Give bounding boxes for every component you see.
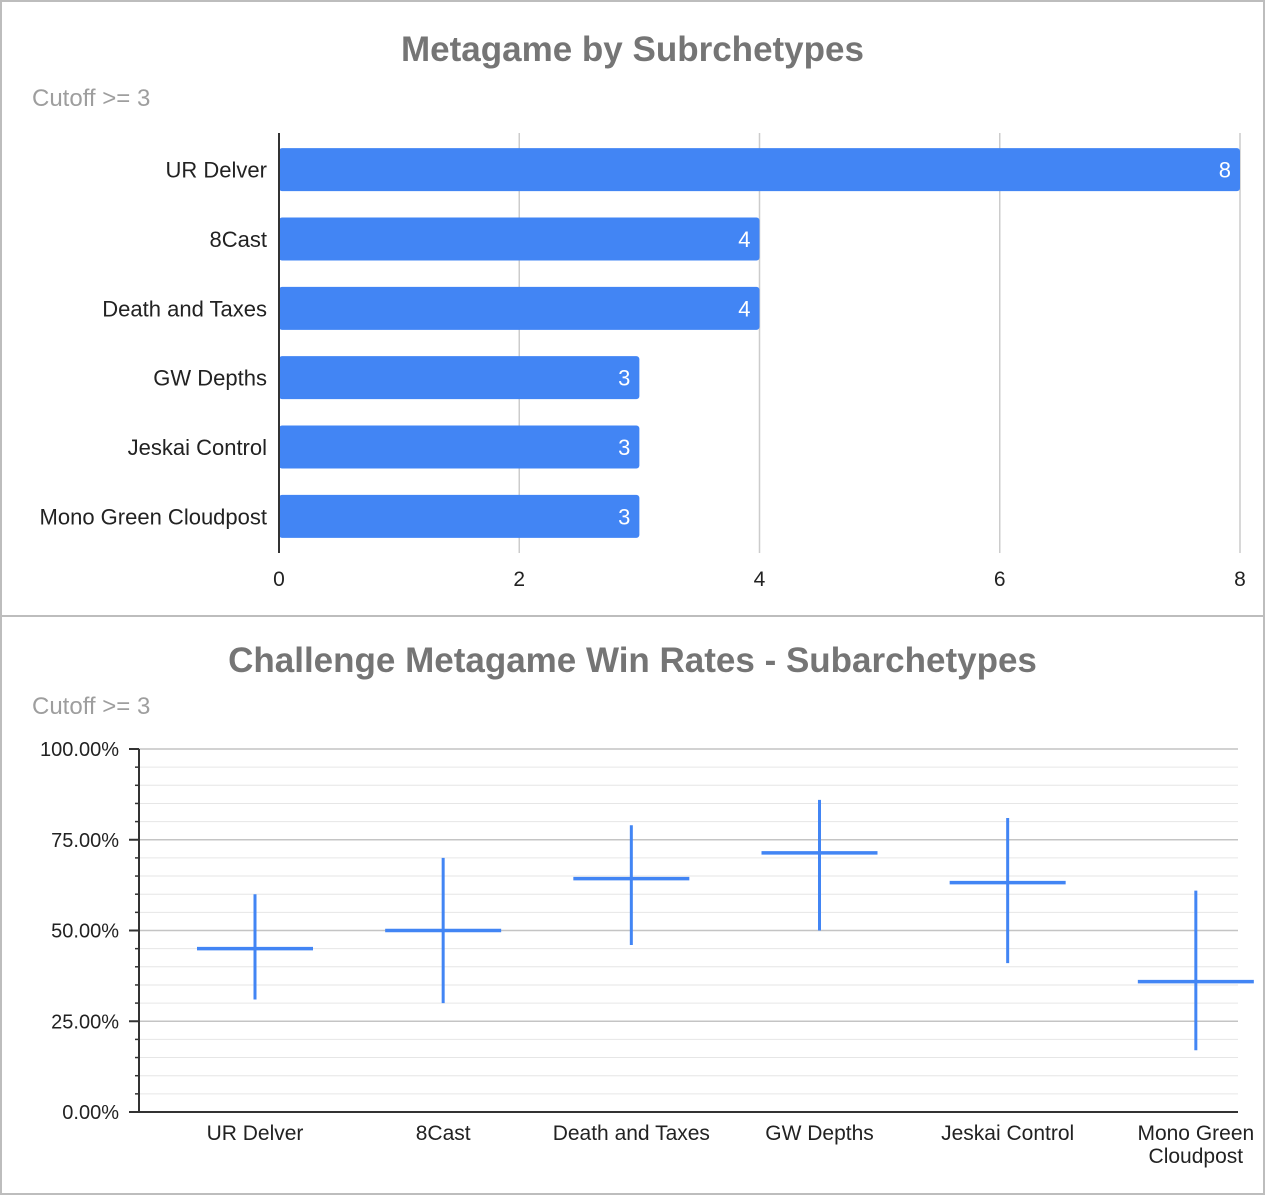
y-category-label: Mono Green Cloudpost: [40, 504, 267, 529]
x-category-label-line: Cloudpost: [1149, 1145, 1244, 1168]
x-category-label: 8Cast: [416, 1122, 471, 1145]
bar: [279, 287, 760, 330]
x-tick-label: 2: [513, 568, 525, 591]
data-label: 4: [738, 296, 750, 321]
y-tick-label: 75.00%: [51, 830, 119, 852]
y-tick-label: 100.00%: [40, 739, 119, 761]
winrate-chart-svg: 0.00% 25.00% 50.00% 75.00% 100.00% UR Delver 8…: [2, 617, 1263, 1193]
y-category-label: Death and Taxes: [102, 296, 267, 321]
x-category-label-line: Jeskai Control: [941, 1122, 1074, 1145]
data-label: 3: [618, 504, 630, 529]
y-tick-label: 0.00%: [62, 1102, 119, 1124]
x-category-label: GW Depths: [765, 1122, 874, 1145]
x-tick-label: 0: [273, 568, 285, 591]
bar-chart-panel: Metagame by Subrchetypes Cutoff >= 3 024…: [0, 0, 1265, 617]
x-tick-label: 4: [754, 568, 766, 591]
bar: [279, 356, 639, 399]
x-category-label: UR Delver: [207, 1122, 304, 1145]
x-category-label-line: GW Depths: [765, 1122, 874, 1145]
x-category-label-line: UR Delver: [207, 1122, 304, 1145]
bar: [279, 495, 639, 538]
x-category-label: Mono GreenCloudpost: [1137, 1122, 1254, 1168]
data-label: 3: [618, 435, 630, 460]
x-category-label: Death and Taxes: [553, 1122, 710, 1145]
y-tick-label: 25.00%: [51, 1011, 119, 1033]
y-category-label: GW Depths: [153, 366, 267, 391]
bar: [279, 426, 639, 469]
x-category-label-line: Mono Green: [1137, 1122, 1254, 1145]
bar-chart-svg: 0 2 4 6 8 8 UR Delver 4 8Cast 4 Death and Taxes 3 GW…: [2, 2, 1263, 615]
x-category-label-line: 8Cast: [416, 1122, 471, 1145]
winrate-chart-panel: Challenge Metagame Win Rates - Subarchet…: [0, 615, 1265, 1195]
data-label: 4: [738, 227, 750, 252]
y-tick-label: 50.00%: [51, 921, 119, 943]
bar: [279, 218, 760, 261]
x-tick-label: 8: [1234, 568, 1246, 591]
bar: [279, 148, 1240, 191]
y-category-label: UR Delver: [166, 158, 267, 183]
data-label: 8: [1219, 158, 1231, 183]
x-tick-label: 6: [994, 568, 1006, 591]
data-label: 3: [618, 366, 630, 391]
x-category-label-line: Death and Taxes: [553, 1122, 710, 1145]
x-category-label: Jeskai Control: [941, 1122, 1074, 1145]
y-category-label: 8Cast: [210, 227, 267, 252]
y-category-label: Jeskai Control: [128, 435, 267, 460]
